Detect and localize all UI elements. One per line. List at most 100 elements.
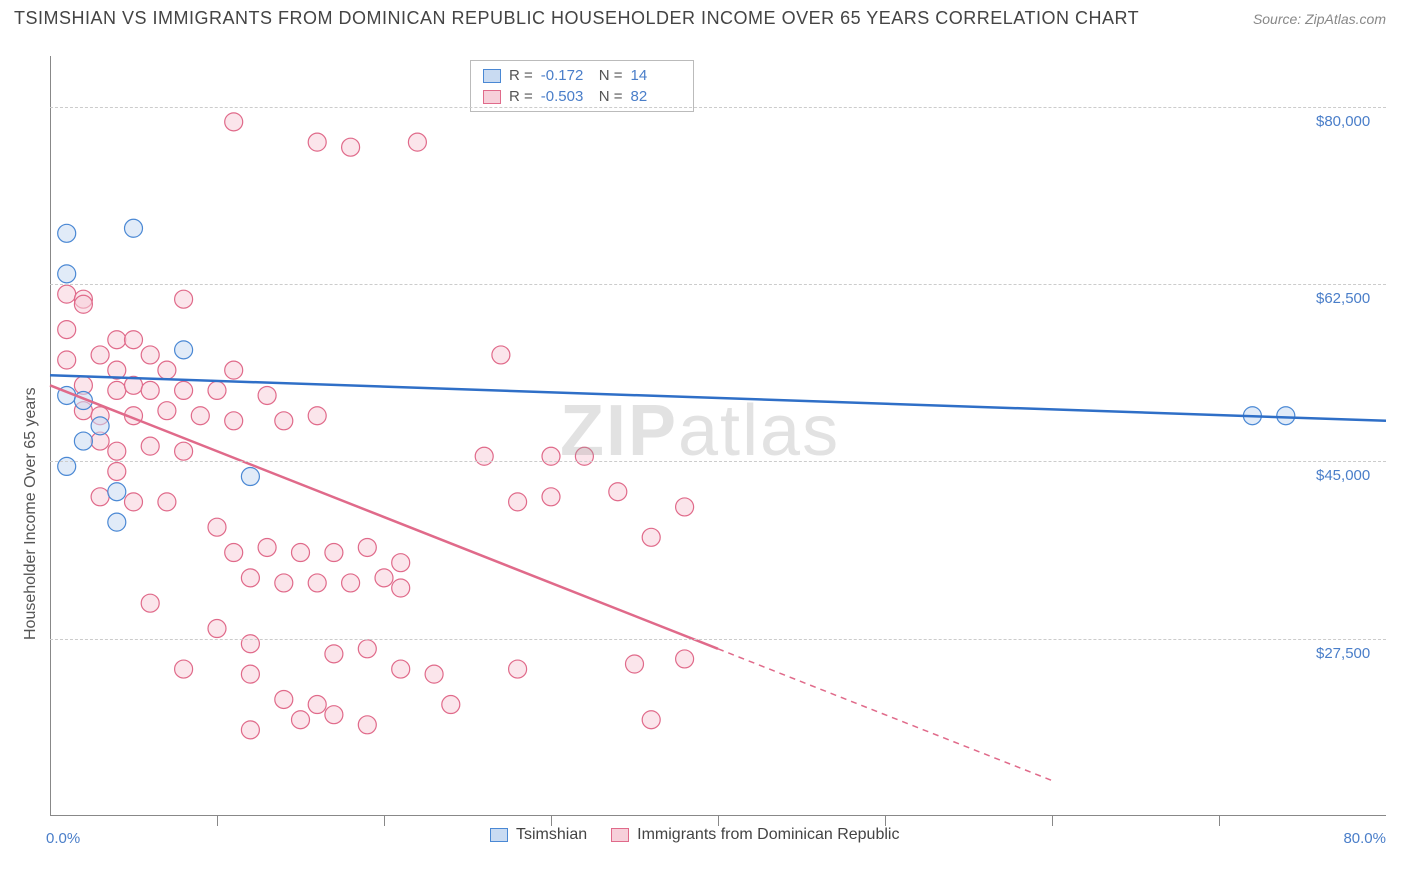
- data-point: [308, 133, 326, 151]
- data-point: [108, 442, 126, 460]
- x-tick: [1219, 816, 1220, 826]
- data-point: [642, 528, 660, 546]
- data-point: [492, 346, 510, 364]
- data-point: [325, 645, 343, 663]
- data-point: [241, 468, 259, 486]
- data-point: [91, 417, 109, 435]
- n-value-b: 82: [631, 88, 681, 105]
- legend-label-b: Immigrants from Dominican Republic: [637, 826, 899, 844]
- data-point: [325, 706, 343, 724]
- data-point: [108, 331, 126, 349]
- data-point: [58, 224, 76, 242]
- data-point: [191, 407, 209, 425]
- data-point: [258, 538, 276, 556]
- r-label-a: R =: [509, 67, 533, 84]
- data-point: [676, 650, 694, 668]
- data-point: [375, 569, 393, 587]
- data-point: [225, 412, 243, 430]
- data-point: [342, 138, 360, 156]
- data-point: [509, 493, 527, 511]
- data-point: [175, 290, 193, 308]
- data-point: [475, 447, 493, 465]
- data-point: [158, 402, 176, 420]
- data-point: [408, 133, 426, 151]
- data-point: [442, 696, 460, 714]
- data-point: [626, 655, 644, 673]
- data-point: [342, 574, 360, 592]
- x-tick: [384, 816, 385, 826]
- data-point: [275, 574, 293, 592]
- x-tick: [217, 816, 218, 826]
- data-point: [91, 488, 109, 506]
- data-point: [175, 341, 193, 359]
- y-tick-label: $62,500: [1316, 290, 1370, 307]
- data-point: [175, 381, 193, 399]
- data-point: [208, 381, 226, 399]
- data-point: [358, 640, 376, 658]
- legend-label-a: Tsimshian: [516, 826, 587, 844]
- data-point: [509, 660, 527, 678]
- r-value-a: -0.172: [541, 67, 591, 84]
- data-point: [175, 660, 193, 678]
- y-tick-label: $27,500: [1316, 645, 1370, 662]
- data-point: [241, 635, 259, 653]
- data-point: [308, 696, 326, 714]
- data-point: [225, 113, 243, 131]
- data-point: [676, 498, 694, 516]
- data-point: [141, 594, 159, 612]
- r-label-b: R =: [509, 88, 533, 105]
- data-point: [141, 346, 159, 364]
- n-value-a: 14: [631, 67, 681, 84]
- trend-line: [50, 375, 1386, 421]
- stat-legend: R = -0.172 N = 14 R = -0.503 N = 82: [470, 60, 694, 112]
- data-point: [425, 665, 443, 683]
- data-point: [609, 483, 627, 501]
- swatch-a: [483, 69, 501, 83]
- data-point: [292, 711, 310, 729]
- data-point: [58, 285, 76, 303]
- data-point: [158, 493, 176, 511]
- legend-swatch-a: [490, 828, 508, 842]
- chart-container: TSIMSHIAN VS IMMIGRANTS FROM DOMINICAN R…: [0, 0, 1406, 892]
- x-tick: [885, 816, 886, 826]
- data-point: [241, 721, 259, 739]
- data-point: [542, 447, 560, 465]
- gridline: [50, 639, 1386, 640]
- stat-row-a: R = -0.172 N = 14: [479, 65, 685, 86]
- data-point: [241, 569, 259, 587]
- data-point: [392, 579, 410, 597]
- data-point: [108, 462, 126, 480]
- swatch-b: [483, 90, 501, 104]
- x-max-label: 80.0%: [1343, 830, 1386, 847]
- x-min-label: 0.0%: [46, 830, 80, 847]
- legend-item-a: Tsimshian: [490, 826, 587, 844]
- trend-line-dashed: [718, 649, 1052, 781]
- data-point: [241, 665, 259, 683]
- data-point: [175, 442, 193, 460]
- data-point: [275, 412, 293, 430]
- data-point: [575, 447, 593, 465]
- data-point: [141, 381, 159, 399]
- data-point: [308, 407, 326, 425]
- gridline: [50, 284, 1386, 285]
- x-tick: [1052, 816, 1053, 826]
- data-point: [58, 321, 76, 339]
- r-value-b: -0.503: [541, 88, 591, 105]
- data-point: [292, 544, 310, 562]
- stat-row-b: R = -0.503 N = 82: [479, 86, 685, 107]
- data-point: [275, 690, 293, 708]
- data-point: [1277, 407, 1295, 425]
- data-point: [208, 518, 226, 536]
- data-point: [108, 513, 126, 531]
- n-label-a: N =: [599, 67, 623, 84]
- data-point: [542, 488, 560, 506]
- data-point: [108, 483, 126, 501]
- data-point: [225, 544, 243, 562]
- y-tick-label: $80,000: [1316, 113, 1370, 130]
- data-point: [125, 331, 143, 349]
- bottom-legend: Tsimshian Immigrants from Dominican Repu…: [490, 826, 899, 844]
- data-point: [308, 574, 326, 592]
- plot-svg: [0, 0, 1406, 892]
- data-point: [158, 361, 176, 379]
- data-point: [258, 386, 276, 404]
